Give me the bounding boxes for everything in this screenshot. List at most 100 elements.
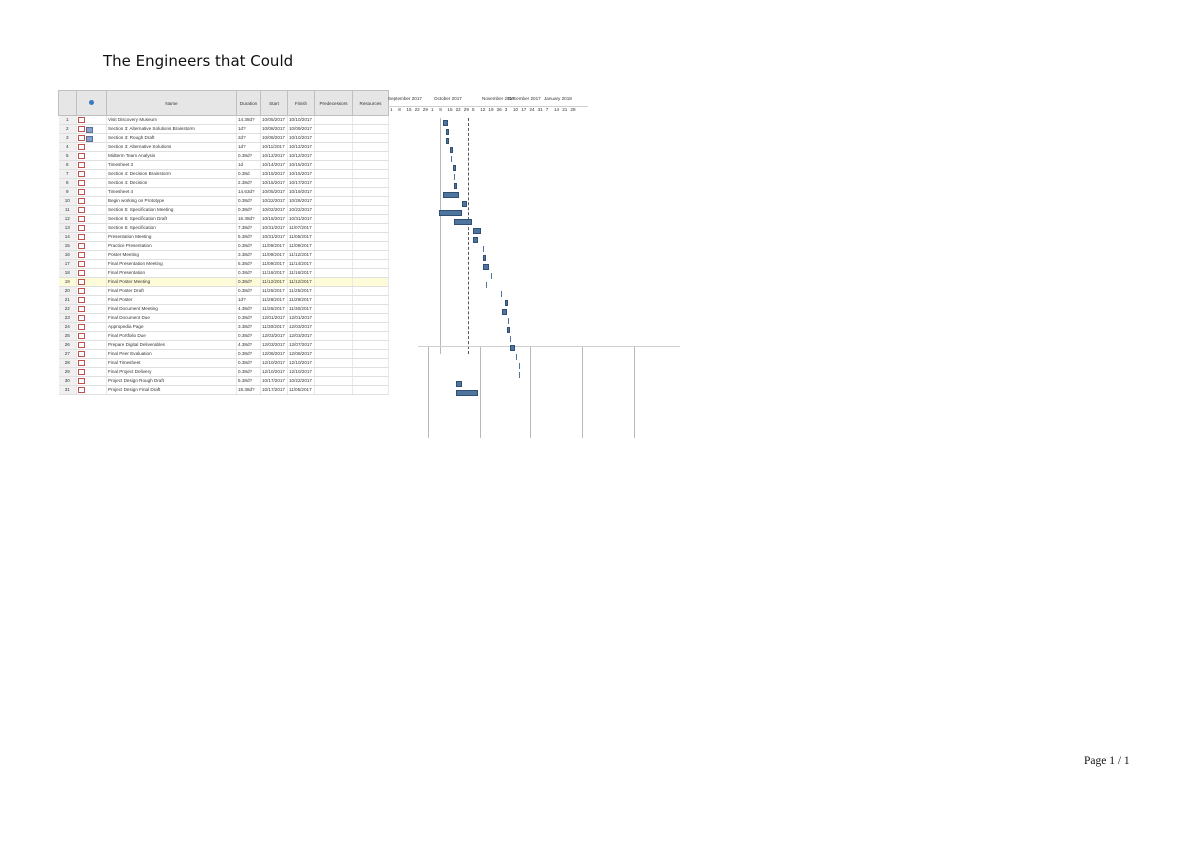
row-finish[interactable]: 10/12/2017 [287,151,315,161]
row-predecessors[interactable] [314,367,353,377]
row-duration[interactable]: 14.63d? [236,187,261,197]
row-name[interactable]: Final Document Due [106,313,237,323]
row-finish[interactable]: 12/03/2017 [287,322,315,332]
row-predecessors[interactable] [314,214,353,224]
row-predecessors[interactable] [314,196,353,206]
row-predecessors[interactable] [314,331,353,341]
row-name[interactable]: Section 3: Alternative Solutions [106,142,237,152]
gantt-bar[interactable] [508,318,510,324]
row-start[interactable]: 10/22/2017 [260,196,288,206]
row-start[interactable]: 11/30/2017 [260,322,288,332]
row-duration[interactable]: 16.38d? [236,214,261,224]
gantt-bar[interactable] [482,255,487,261]
row-duration[interactable]: 0.38d [236,169,261,179]
row-resources[interactable] [352,214,389,224]
row-predecessors[interactable] [314,349,353,359]
row-name[interactable]: Presentation Meeting [106,232,237,242]
row-start[interactable]: 12/03/2017 [260,340,288,350]
table-row[interactable]: 29 Final Project Delivery 0.38d? 12/10/2017… [58,367,389,377]
table-row[interactable]: 15 Practice Presentation 0.38d? 11/09/2017 1… [58,241,389,251]
row-predecessors[interactable] [314,322,353,332]
table-row[interactable]: 31 Project Design Final Draft 18.38d? 10/17… [58,385,389,395]
row-finish[interactable]: 10/09/2017 [287,124,315,134]
row-name[interactable]: Project Design Rough Draft [106,376,237,386]
row-resources[interactable] [352,223,389,233]
row-predecessors[interactable] [314,151,353,161]
row-resources[interactable] [352,322,389,332]
row-predecessors[interactable] [314,124,353,134]
row-finish[interactable]: 11/05/2017 [287,385,315,395]
row-resources[interactable] [352,196,389,206]
row-predecessors[interactable] [314,232,353,242]
gantt-bar[interactable] [507,327,511,333]
row-name[interactable]: Final Peer Evaluation [106,349,237,359]
row-resources[interactable] [352,268,389,278]
row-finish[interactable]: 10/19/2017 [287,187,315,197]
row-start[interactable]: 10/02/2017 [260,205,288,215]
table-row[interactable]: 30 Project Design Rough Draft 5.38d? 10/17/… [58,376,389,386]
row-duration[interactable]: 2.38d? [236,178,261,188]
gantt-bar[interactable] [504,300,508,306]
header-resources[interactable]: Resources [352,90,389,116]
row-predecessors[interactable] [314,304,353,314]
row-start[interactable]: 10/05/2017 [260,187,288,197]
row-name[interactable]: Timesheet 4 [106,187,237,197]
table-row[interactable]: 27 Final Peer Evaluation 0.38d? 12/08/2017 1… [58,349,389,359]
table-row[interactable]: 3 Section 3: Rough Draft 2d? 10/08/2017 10/1… [58,133,389,143]
gantt-bar[interactable] [456,390,479,396]
row-duration[interactable]: 1d [236,160,261,170]
gantt-bar[interactable] [490,273,492,279]
table-row[interactable]: 21 Final Poster 1d? 11/28/2017 11/29/2017 [58,295,389,305]
gantt-bar[interactable] [518,372,520,378]
row-finish[interactable]: 12/07/2017 [287,340,315,350]
gantt-bar[interactable] [454,183,458,189]
row-finish[interactable]: 11/07/2017 [287,223,315,233]
row-name[interactable]: Final Poster [106,295,237,305]
row-predecessors[interactable] [314,241,353,251]
gantt-bar[interactable] [501,291,503,297]
gantt-bar[interactable] [454,219,473,225]
row-finish[interactable]: 11/25/2017 [287,286,315,296]
table-row[interactable]: 7 Section 4: Decision Brainstorm 0.38d 10/1… [58,169,389,179]
gantt-bar[interactable] [449,147,453,153]
row-finish[interactable]: 10/17/2017 [287,178,315,188]
row-name[interactable]: Section 5: Specification Meeting [106,205,237,215]
gantt-bar[interactable] [442,120,449,126]
row-duration[interactable]: 0.38d? [236,313,261,323]
table-row[interactable]: 10 Begin working on Prototype 0.38d? 10/22/… [58,196,389,206]
row-resources[interactable] [352,286,389,296]
row-predecessors[interactable] [314,223,353,233]
row-finish[interactable]: 12/10/2017 [287,358,315,368]
gantt-bar[interactable] [472,237,479,243]
row-resources[interactable] [352,187,389,197]
row-start[interactable]: 11/09/2017 [260,241,288,251]
row-duration[interactable]: 2d? [236,133,261,143]
row-start[interactable]: 10/17/2017 [260,376,288,386]
row-duration[interactable]: 1d? [236,295,261,305]
row-finish[interactable]: 11/29/2017 [287,295,315,305]
table-row[interactable]: 25 Final Portfolio Due 0.38d? 12/03/2017 12/… [58,331,389,341]
row-resources[interactable] [352,160,389,170]
header-name[interactable]: Name [106,90,237,116]
row-predecessors[interactable] [314,385,353,395]
gantt-bar[interactable] [472,228,481,234]
table-row[interactable]: 2 Section 3: Alternative Solutions Brains… [58,124,389,134]
gantt-bar[interactable] [486,282,488,288]
row-duration[interactable]: 0.38d? [236,277,261,287]
row-predecessors[interactable] [314,376,353,386]
row-start[interactable]: 12/08/2017 [260,349,288,359]
gantt-bar[interactable] [439,210,463,216]
row-finish[interactable]: 10/22/2017 [287,205,315,215]
row-duration[interactable]: 4.38d? [236,304,261,314]
row-name[interactable]: Final Timesheet [106,358,237,368]
row-predecessors[interactable] [314,313,353,323]
row-resources[interactable] [352,340,389,350]
row-finish[interactable]: 11/16/2017 [287,268,315,278]
row-duration[interactable]: 0.38d? [236,286,261,296]
gantt-bar[interactable] [462,201,467,207]
gantt-bar[interactable] [516,354,518,360]
table-row[interactable]: 6 Timesheet 3 1d 10/14/2017 10/15/2017 [58,160,389,170]
row-resources[interactable] [352,115,389,125]
row-name[interactable]: Final Document Meeting [106,304,237,314]
row-predecessors[interactable] [314,142,353,152]
